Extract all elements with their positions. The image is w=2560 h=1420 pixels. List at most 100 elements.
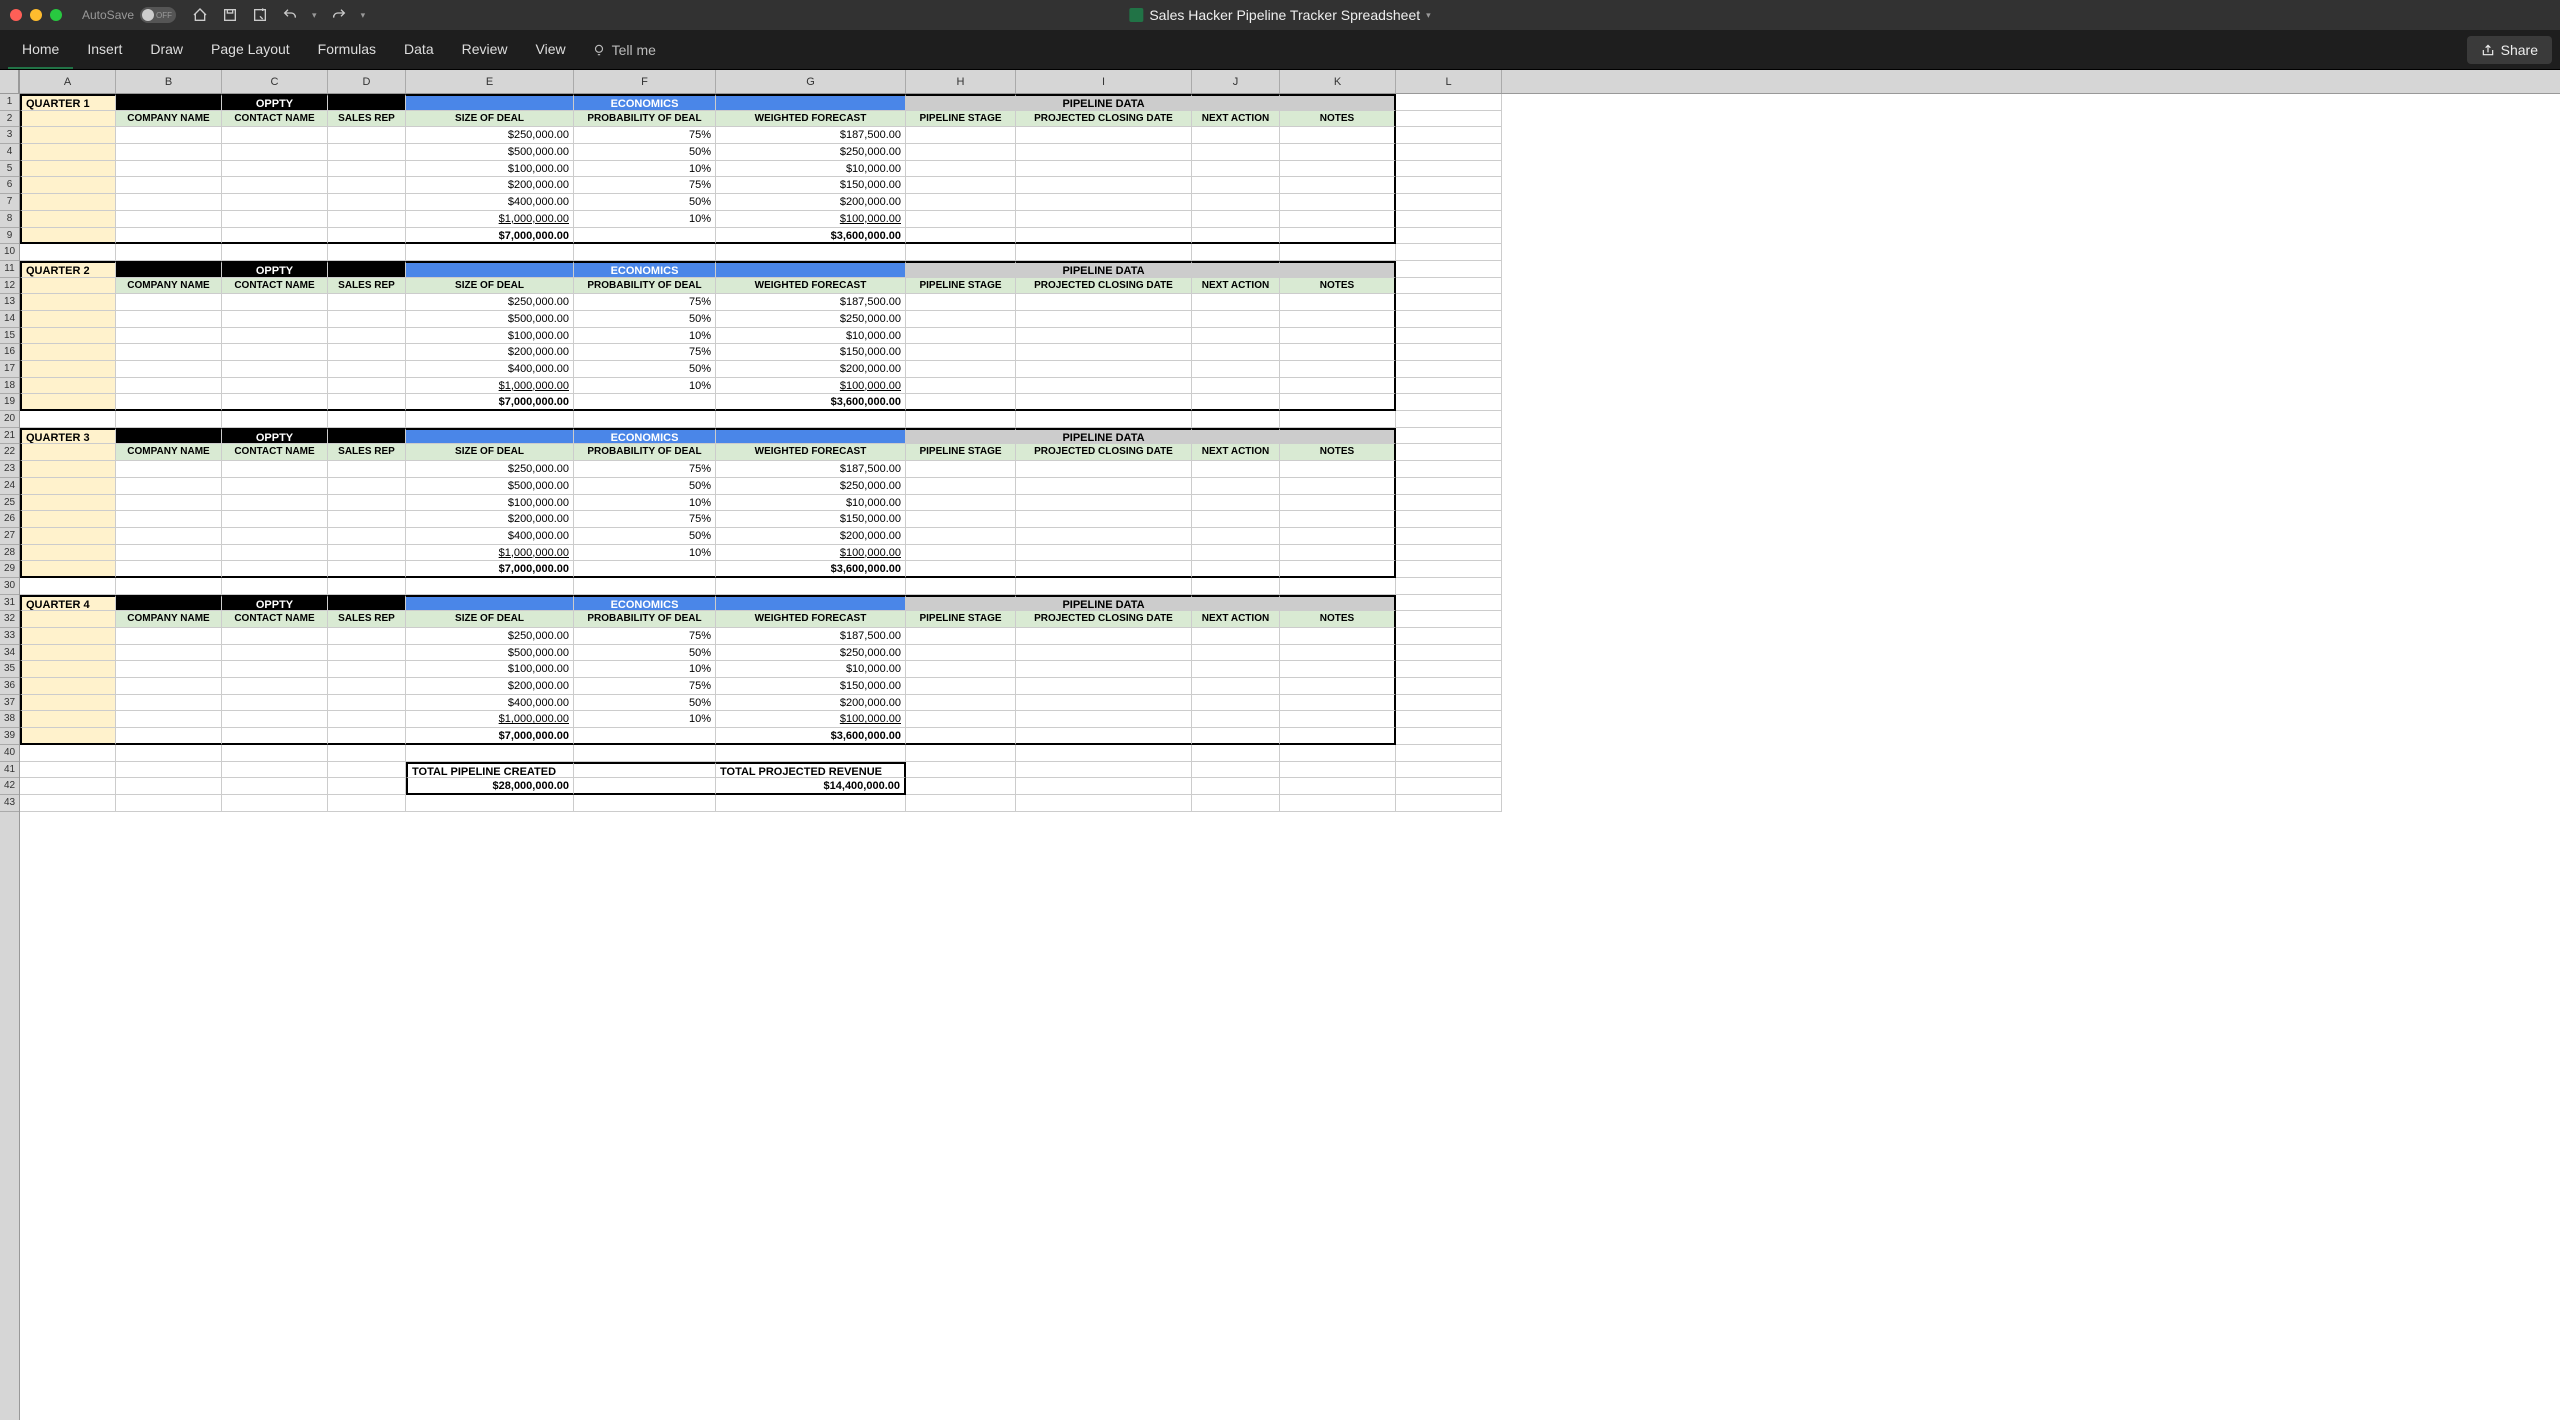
cell[interactable]: [328, 394, 406, 411]
cell[interactable]: [906, 478, 1016, 495]
cell[interactable]: [222, 461, 328, 478]
cell[interactable]: $1,000,000.00: [406, 378, 574, 395]
cell[interactable]: [1192, 578, 1280, 595]
row-header[interactable]: 23: [0, 461, 19, 478]
cell[interactable]: $100,000.00: [716, 211, 906, 228]
cell[interactable]: [574, 244, 716, 261]
cell[interactable]: [20, 511, 116, 528]
cell[interactable]: [906, 745, 1016, 762]
cell[interactable]: [1016, 394, 1192, 411]
cell[interactable]: [906, 244, 1016, 261]
cell[interactable]: [716, 428, 906, 445]
cell[interactable]: [1396, 344, 1502, 361]
cell[interactable]: [20, 578, 116, 595]
cell[interactable]: [1396, 177, 1502, 194]
cell[interactable]: [20, 328, 116, 345]
cell[interactable]: [1280, 762, 1396, 779]
cell[interactable]: PIPELINE DATA: [1016, 428, 1192, 445]
cell[interactable]: [1280, 127, 1396, 144]
cell[interactable]: $500,000.00: [406, 144, 574, 161]
cell[interactable]: [1192, 478, 1280, 495]
cell[interactable]: [1280, 778, 1396, 795]
cell[interactable]: [222, 578, 328, 595]
cell[interactable]: [222, 211, 328, 228]
cell[interactable]: [906, 328, 1016, 345]
cell[interactable]: 10%: [574, 161, 716, 178]
cell[interactable]: [328, 561, 406, 578]
row-header[interactable]: 16: [0, 344, 19, 361]
row-header[interactable]: 11: [0, 261, 19, 278]
cell[interactable]: [1192, 328, 1280, 345]
cell[interactable]: [406, 261, 574, 278]
cell[interactable]: [1396, 378, 1502, 395]
cell[interactable]: PROJECTED CLOSING DATE: [1016, 111, 1192, 128]
cell[interactable]: [328, 528, 406, 545]
cell[interactable]: [1280, 678, 1396, 695]
cell[interactable]: $1,000,000.00: [406, 211, 574, 228]
cell[interactable]: [328, 161, 406, 178]
cell[interactable]: [906, 428, 1016, 445]
cell[interactable]: [1280, 578, 1396, 595]
cell[interactable]: [328, 511, 406, 528]
cell[interactable]: 50%: [574, 478, 716, 495]
row-header[interactable]: 15: [0, 328, 19, 345]
cell[interactable]: $10,000.00: [716, 661, 906, 678]
cell[interactable]: OPPTY: [222, 428, 328, 445]
cell[interactable]: [328, 144, 406, 161]
cell[interactable]: OPPTY: [222, 261, 328, 278]
cell[interactable]: [1192, 344, 1280, 361]
cell[interactable]: [20, 378, 116, 395]
cell[interactable]: [20, 745, 116, 762]
cell[interactable]: [406, 595, 574, 612]
row-header[interactable]: 38: [0, 711, 19, 728]
cell[interactable]: [1396, 444, 1502, 461]
cell[interactable]: [116, 762, 222, 779]
undo-dropdown[interactable]: ▾: [312, 10, 317, 21]
document-title[interactable]: Sales Hacker Pipeline Tracker Spreadshee…: [1129, 7, 1430, 23]
cell[interactable]: [1192, 211, 1280, 228]
cell[interactable]: [328, 244, 406, 261]
cell[interactable]: [1192, 378, 1280, 395]
cell[interactable]: [1396, 261, 1502, 278]
cell[interactable]: SALES REP: [328, 278, 406, 295]
cell[interactable]: [222, 361, 328, 378]
cell[interactable]: QUARTER 2: [20, 261, 116, 278]
cell[interactable]: [1016, 762, 1192, 779]
cell[interactable]: [116, 361, 222, 378]
row-header[interactable]: 37: [0, 695, 19, 712]
cell[interactable]: [1396, 294, 1502, 311]
cell[interactable]: [906, 161, 1016, 178]
cell[interactable]: [906, 94, 1016, 111]
cell[interactable]: 75%: [574, 628, 716, 645]
cell[interactable]: [906, 678, 1016, 695]
cell[interactable]: PIPELINE DATA: [1016, 94, 1192, 111]
cell[interactable]: [1016, 728, 1192, 745]
cell[interactable]: [222, 294, 328, 311]
cell[interactable]: [116, 661, 222, 678]
cell[interactable]: [1396, 278, 1502, 295]
cell[interactable]: [20, 194, 116, 211]
cell[interactable]: [906, 595, 1016, 612]
cell[interactable]: PROBABILITY OF DEAL: [574, 611, 716, 628]
cell[interactable]: [116, 244, 222, 261]
cell[interactable]: 10%: [574, 545, 716, 562]
cell[interactable]: [574, 795, 716, 812]
cell[interactable]: [222, 511, 328, 528]
cell[interactable]: [1396, 528, 1502, 545]
cell[interactable]: [222, 495, 328, 512]
cell[interactable]: [1280, 211, 1396, 228]
cell[interactable]: [1016, 244, 1192, 261]
row-header[interactable]: 41: [0, 762, 19, 779]
cell[interactable]: [116, 344, 222, 361]
cell[interactable]: [1280, 328, 1396, 345]
cell[interactable]: WEIGHTED FORECAST: [716, 278, 906, 295]
toolbar-more[interactable]: ▾: [361, 10, 366, 21]
cell[interactable]: $150,000.00: [716, 678, 906, 695]
cell[interactable]: ECONOMICS: [574, 261, 716, 278]
cell[interactable]: [1396, 361, 1502, 378]
cell[interactable]: [222, 161, 328, 178]
cell[interactable]: TOTAL PROJECTED REVENUE: [716, 762, 906, 779]
cell[interactable]: SIZE OF DEAL: [406, 111, 574, 128]
cell[interactable]: $100,000.00: [406, 161, 574, 178]
cell[interactable]: $7,000,000.00: [406, 228, 574, 245]
